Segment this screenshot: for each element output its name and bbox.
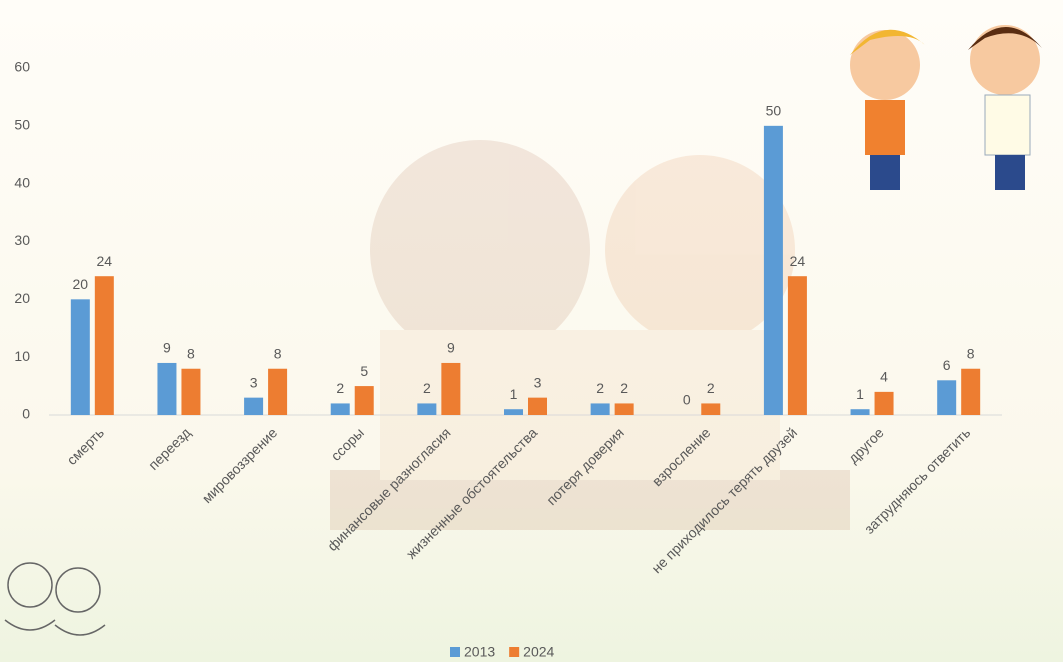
bar [590,403,610,415]
data-label: 8 [187,345,195,361]
bar [504,409,523,415]
sad-kids-illustration [4,562,106,636]
bar [874,391,894,415]
data-label: 50 [766,103,782,119]
bar [763,125,783,415]
legend-label: 2024 [523,644,554,660]
data-label: 2 [707,380,715,396]
y-tick-label: 0 [22,406,30,422]
legend-label: 2013 [464,644,495,660]
bar [244,397,264,415]
data-label: 20 [73,276,89,292]
y-tick-label: 60 [14,59,30,75]
data-label: 2 [620,380,628,396]
bar [181,368,201,415]
bar [937,380,957,415]
data-label: 24 [790,253,806,269]
y-tick-label: 10 [14,348,30,364]
data-label: 0 [683,392,691,408]
data-label: 4 [880,369,888,385]
bar [354,386,374,415]
data-label: 2 [596,380,604,396]
bar [157,362,177,415]
legend-swatch [450,647,460,657]
data-label: 2 [423,380,431,396]
data-label: 24 [97,253,113,269]
bar [528,397,547,415]
bar [701,403,721,415]
data-label: 2 [336,380,344,396]
data-label: 8 [274,345,282,361]
bar [787,276,807,415]
y-tick-label: 20 [14,290,30,306]
bar [961,368,981,415]
data-label: 1 [510,386,518,402]
bar [614,403,634,415]
bar [417,403,437,415]
data-label: 6 [943,357,951,373]
y-tick-label: 30 [14,232,30,248]
data-label: 9 [447,340,455,356]
data-label: 5 [360,363,368,379]
bar [330,403,350,415]
data-label: 8 [967,345,975,361]
data-label: 3 [250,374,258,390]
bar [850,409,870,415]
y-tick-label: 50 [14,117,30,133]
data-label: 1 [856,386,864,402]
legend-swatch [509,647,520,657]
kids-illustration [850,25,1042,190]
y-tick-label: 40 [14,174,30,190]
data-label: 9 [163,340,171,356]
bar [268,368,288,415]
bar [441,362,461,415]
bar [94,276,114,415]
data-label: 3 [534,374,542,390]
bar [70,299,90,415]
